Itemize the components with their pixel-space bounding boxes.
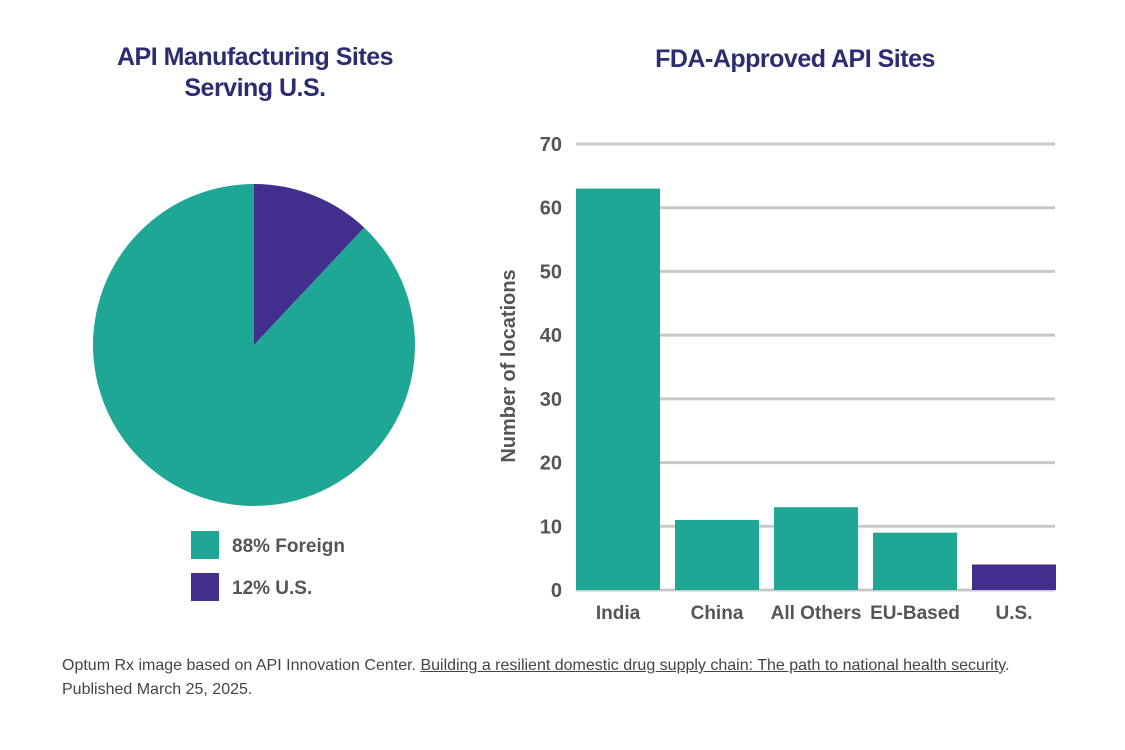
x-tick-label: India: [596, 603, 641, 624]
y-tick-label: 40: [540, 325, 562, 347]
footnote: Optum Rx image based on API Innovation C…: [62, 654, 1062, 702]
y-tick-label: 20: [540, 453, 562, 475]
legend-us-label: 12% U.S.: [232, 578, 312, 599]
bar-chart-title: FDA-Approved API Sites: [655, 45, 935, 73]
footnote-prefix: Optum Rx image based on API Innovation C…: [62, 657, 421, 674]
x-tick-label: All Others: [771, 603, 862, 624]
footnote-suffix: . Published March 25, 2025.: [62, 657, 1010, 698]
bar-all-others: [774, 507, 858, 590]
y-tick-label: 70: [540, 134, 562, 156]
y-tick-label: 60: [540, 198, 562, 220]
source-link[interactable]: Building a resilient domestic drug suppl…: [420, 657, 1006, 674]
y-tick-label: 30: [540, 389, 562, 411]
legend-foreign-label: 88% Foreign: [232, 536, 345, 557]
pie-slice-us: [254, 184, 365, 345]
bar-china: [675, 519, 759, 590]
pie-chart-title: API Manufacturing Sites Serving U.S.: [116, 43, 394, 102]
pie-slice-foreign: [93, 184, 416, 507]
legend-foreign-swatch: [191, 531, 219, 559]
x-tick-label: China: [691, 603, 744, 624]
pie-chart: [93, 184, 416, 507]
legend-us-swatch: [191, 573, 219, 601]
y-tick-label: 50: [540, 261, 562, 283]
bar-india: [576, 188, 660, 590]
y-tick-label: 0: [551, 580, 562, 602]
bar-chart: 0 10 20 30 40 50 60 70 Number of locations India C…: [498, 134, 1056, 624]
bar-eu-based: [873, 532, 957, 590]
x-tick-label: U.S.: [996, 603, 1033, 624]
bar-u-s: [972, 564, 1056, 590]
x-tick-label: EU-Based: [870, 603, 960, 624]
y-tick-label: 10: [540, 516, 562, 538]
pie-legend: 88% Foreign 12% U.S.: [191, 531, 345, 601]
y-axis-label: Number of locations: [498, 269, 520, 462]
